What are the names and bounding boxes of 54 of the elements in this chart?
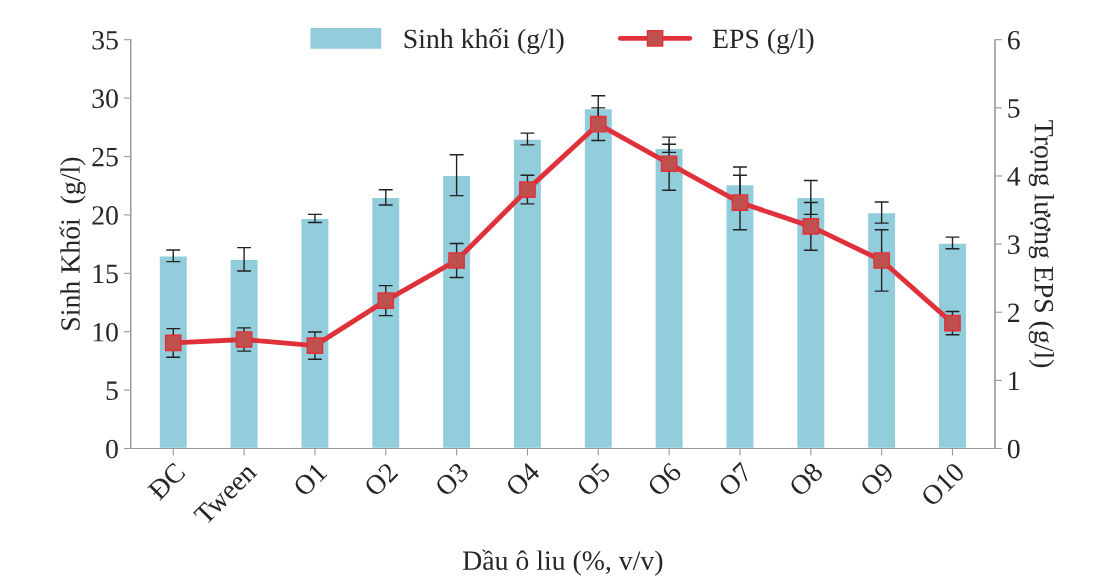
- x-tick-label: O9: [859, 461, 895, 498]
- x-tick-label: O8: [788, 461, 824, 498]
- legend-label: Sinh khối (g/l): [404, 27, 564, 55]
- y-axis-title: Sinh Khối (g/l): [59, 157, 86, 330]
- point: [377, 292, 395, 309]
- y2-tick-label: 0: [1007, 439, 1020, 459]
- y-tick-label: 0: [106, 439, 118, 459]
- bar: [370, 196, 401, 449]
- bar: [654, 147, 684, 449]
- point: [873, 252, 890, 269]
- x-tick-label: O1: [292, 462, 328, 498]
- bar: [158, 255, 189, 449]
- bar: [937, 242, 968, 449]
- x-tick-label: O10: [920, 461, 966, 508]
- y2-tick-label: 4: [1007, 167, 1021, 186]
- point: [164, 334, 182, 352]
- bar: [866, 211, 897, 449]
- y-tick-label: 20: [92, 206, 118, 225]
- y-tick-label: 35: [92, 30, 118, 50]
- point: [519, 181, 536, 198]
- x-tick-label: O6: [646, 461, 683, 498]
- x-tick-label: O7: [717, 461, 754, 498]
- y2-tick-label: 6: [1007, 30, 1020, 50]
- y2-axis-title: Trọng lượng EPS (g/l): [1028, 120, 1055, 368]
- bar: [583, 107, 614, 449]
- y-tick-label: 5: [106, 381, 118, 401]
- y-tick-label: 10: [93, 322, 118, 342]
- x-tick-label: O2: [363, 462, 399, 498]
- y-tick-label: 25: [92, 147, 118, 167]
- bar: [300, 217, 330, 449]
- point: [306, 337, 324, 354]
- bar: [441, 174, 472, 449]
- x-tick-label: O4: [504, 461, 541, 498]
- point: [589, 115, 607, 133]
- point: [731, 194, 749, 211]
- y-tick-label: 30: [92, 89, 118, 109]
- y-tick-label: 15: [93, 264, 118, 284]
- y2-tick-label: 2: [1008, 303, 1020, 322]
- y2-tick-label: 1: [1009, 371, 1020, 391]
- point: [235, 331, 253, 348]
- bar: [512, 138, 543, 449]
- x-tick-label: O3: [434, 461, 470, 498]
- x-tick-label: ĐC: [147, 462, 186, 501]
- bar: [795, 196, 826, 449]
- bar: [725, 183, 755, 449]
- y2-tick-label: 3: [1008, 235, 1020, 255]
- x-tick-label: O5: [575, 461, 612, 498]
- y2-tick-label: 5: [1008, 99, 1020, 118]
- legend-label: EPS (g/l): [712, 28, 814, 55]
- point: [944, 314, 961, 332]
- point: [448, 252, 465, 269]
- x-axis-title: Dầu ô liu (%, v/v): [462, 549, 663, 576]
- point: [660, 155, 678, 173]
- point: [802, 218, 820, 235]
